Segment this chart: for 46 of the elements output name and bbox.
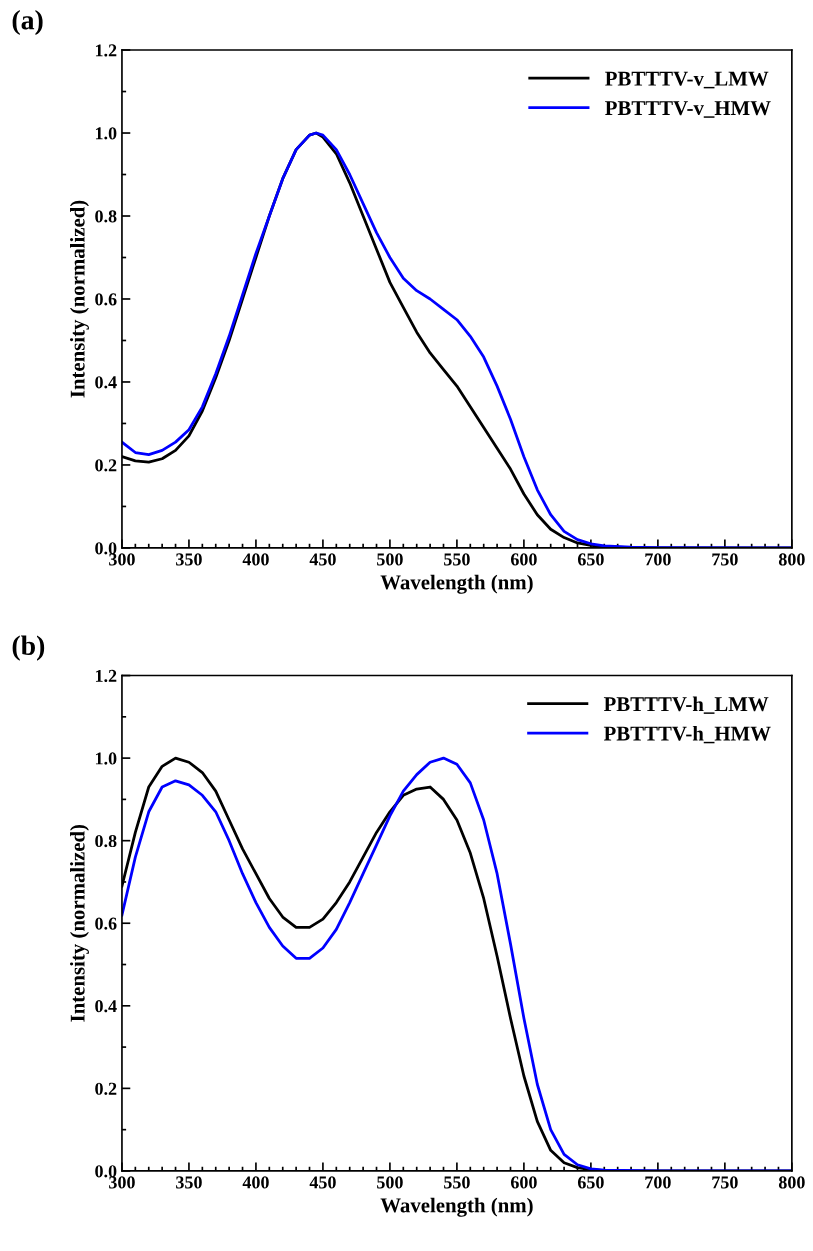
x-tick-label: 750 [712, 1176, 738, 1189]
chart-title: (a) [12, 9, 43, 36]
y-tick-label: 0.6 [95, 917, 117, 930]
x-tick-label: 450 [309, 553, 336, 566]
y-tick-label: 0.0 [95, 542, 117, 555]
y-tick-label: 0.8 [95, 210, 117, 223]
y-tick-label: 0.0 [95, 1165, 117, 1178]
x-tick-label: 550 [444, 1176, 470, 1189]
x-tick-label: 700 [645, 1176, 671, 1189]
x-tick-label: 800 [778, 1176, 805, 1189]
x-tick-label: 300 [109, 553, 135, 566]
x-tick-label: 700 [645, 553, 671, 566]
x-tick-label: 500 [377, 553, 403, 566]
x-tick-label: 350 [176, 1176, 202, 1189]
y-tick-label: 0.2 [95, 459, 117, 472]
chart-title: (b) [12, 635, 45, 661]
x-tick-label: 400 [242, 1176, 269, 1189]
x-tick-label: 650 [577, 553, 604, 566]
y-axis-title: Intensity (normalized) [70, 824, 89, 1022]
y-axis-title: Intensity (normalized) [70, 200, 89, 398]
y-tick-label: 0.2 [95, 1082, 117, 1095]
x-tick-label: 400 [242, 553, 269, 566]
x-tick-label: 300 [109, 1176, 135, 1189]
x-tick-label: 800 [778, 553, 805, 566]
y-tick-label: 0.8 [95, 834, 117, 848]
y-tick-label: 0.6 [95, 293, 117, 306]
y-tick-label: 0.4 [95, 1000, 117, 1013]
legend-label: PBTTTV-h_LMW [603, 696, 769, 714]
legend-label: PBTTTV-h_HMW [603, 725, 771, 744]
x-tick-label: 600 [510, 553, 537, 566]
x-tick-label: 500 [377, 1176, 403, 1189]
x-axis-title: Wavelength (nm) [380, 574, 533, 594]
y-tick-label: 1.0 [95, 127, 117, 140]
x-tick-label: 650 [577, 1176, 604, 1189]
legend-label: PBTTTV-v_LMW [605, 71, 769, 89]
x-tick-label: 600 [510, 1176, 537, 1189]
x-tick-label: 750 [712, 553, 738, 566]
y-tick-label: 1.2 [95, 44, 117, 57]
y-tick-label: 1.0 [95, 752, 117, 765]
legend-label: PBTTTV-v_HMW [605, 101, 771, 118]
x-tick-label: 550 [444, 553, 470, 566]
y-tick-label: 1.2 [95, 669, 117, 683]
x-tick-label: 350 [176, 553, 202, 566]
x-tick-label: 450 [309, 1176, 336, 1189]
y-tick-label: 0.4 [95, 376, 117, 389]
x-axis-title: Wavelength (nm) [380, 1197, 533, 1217]
